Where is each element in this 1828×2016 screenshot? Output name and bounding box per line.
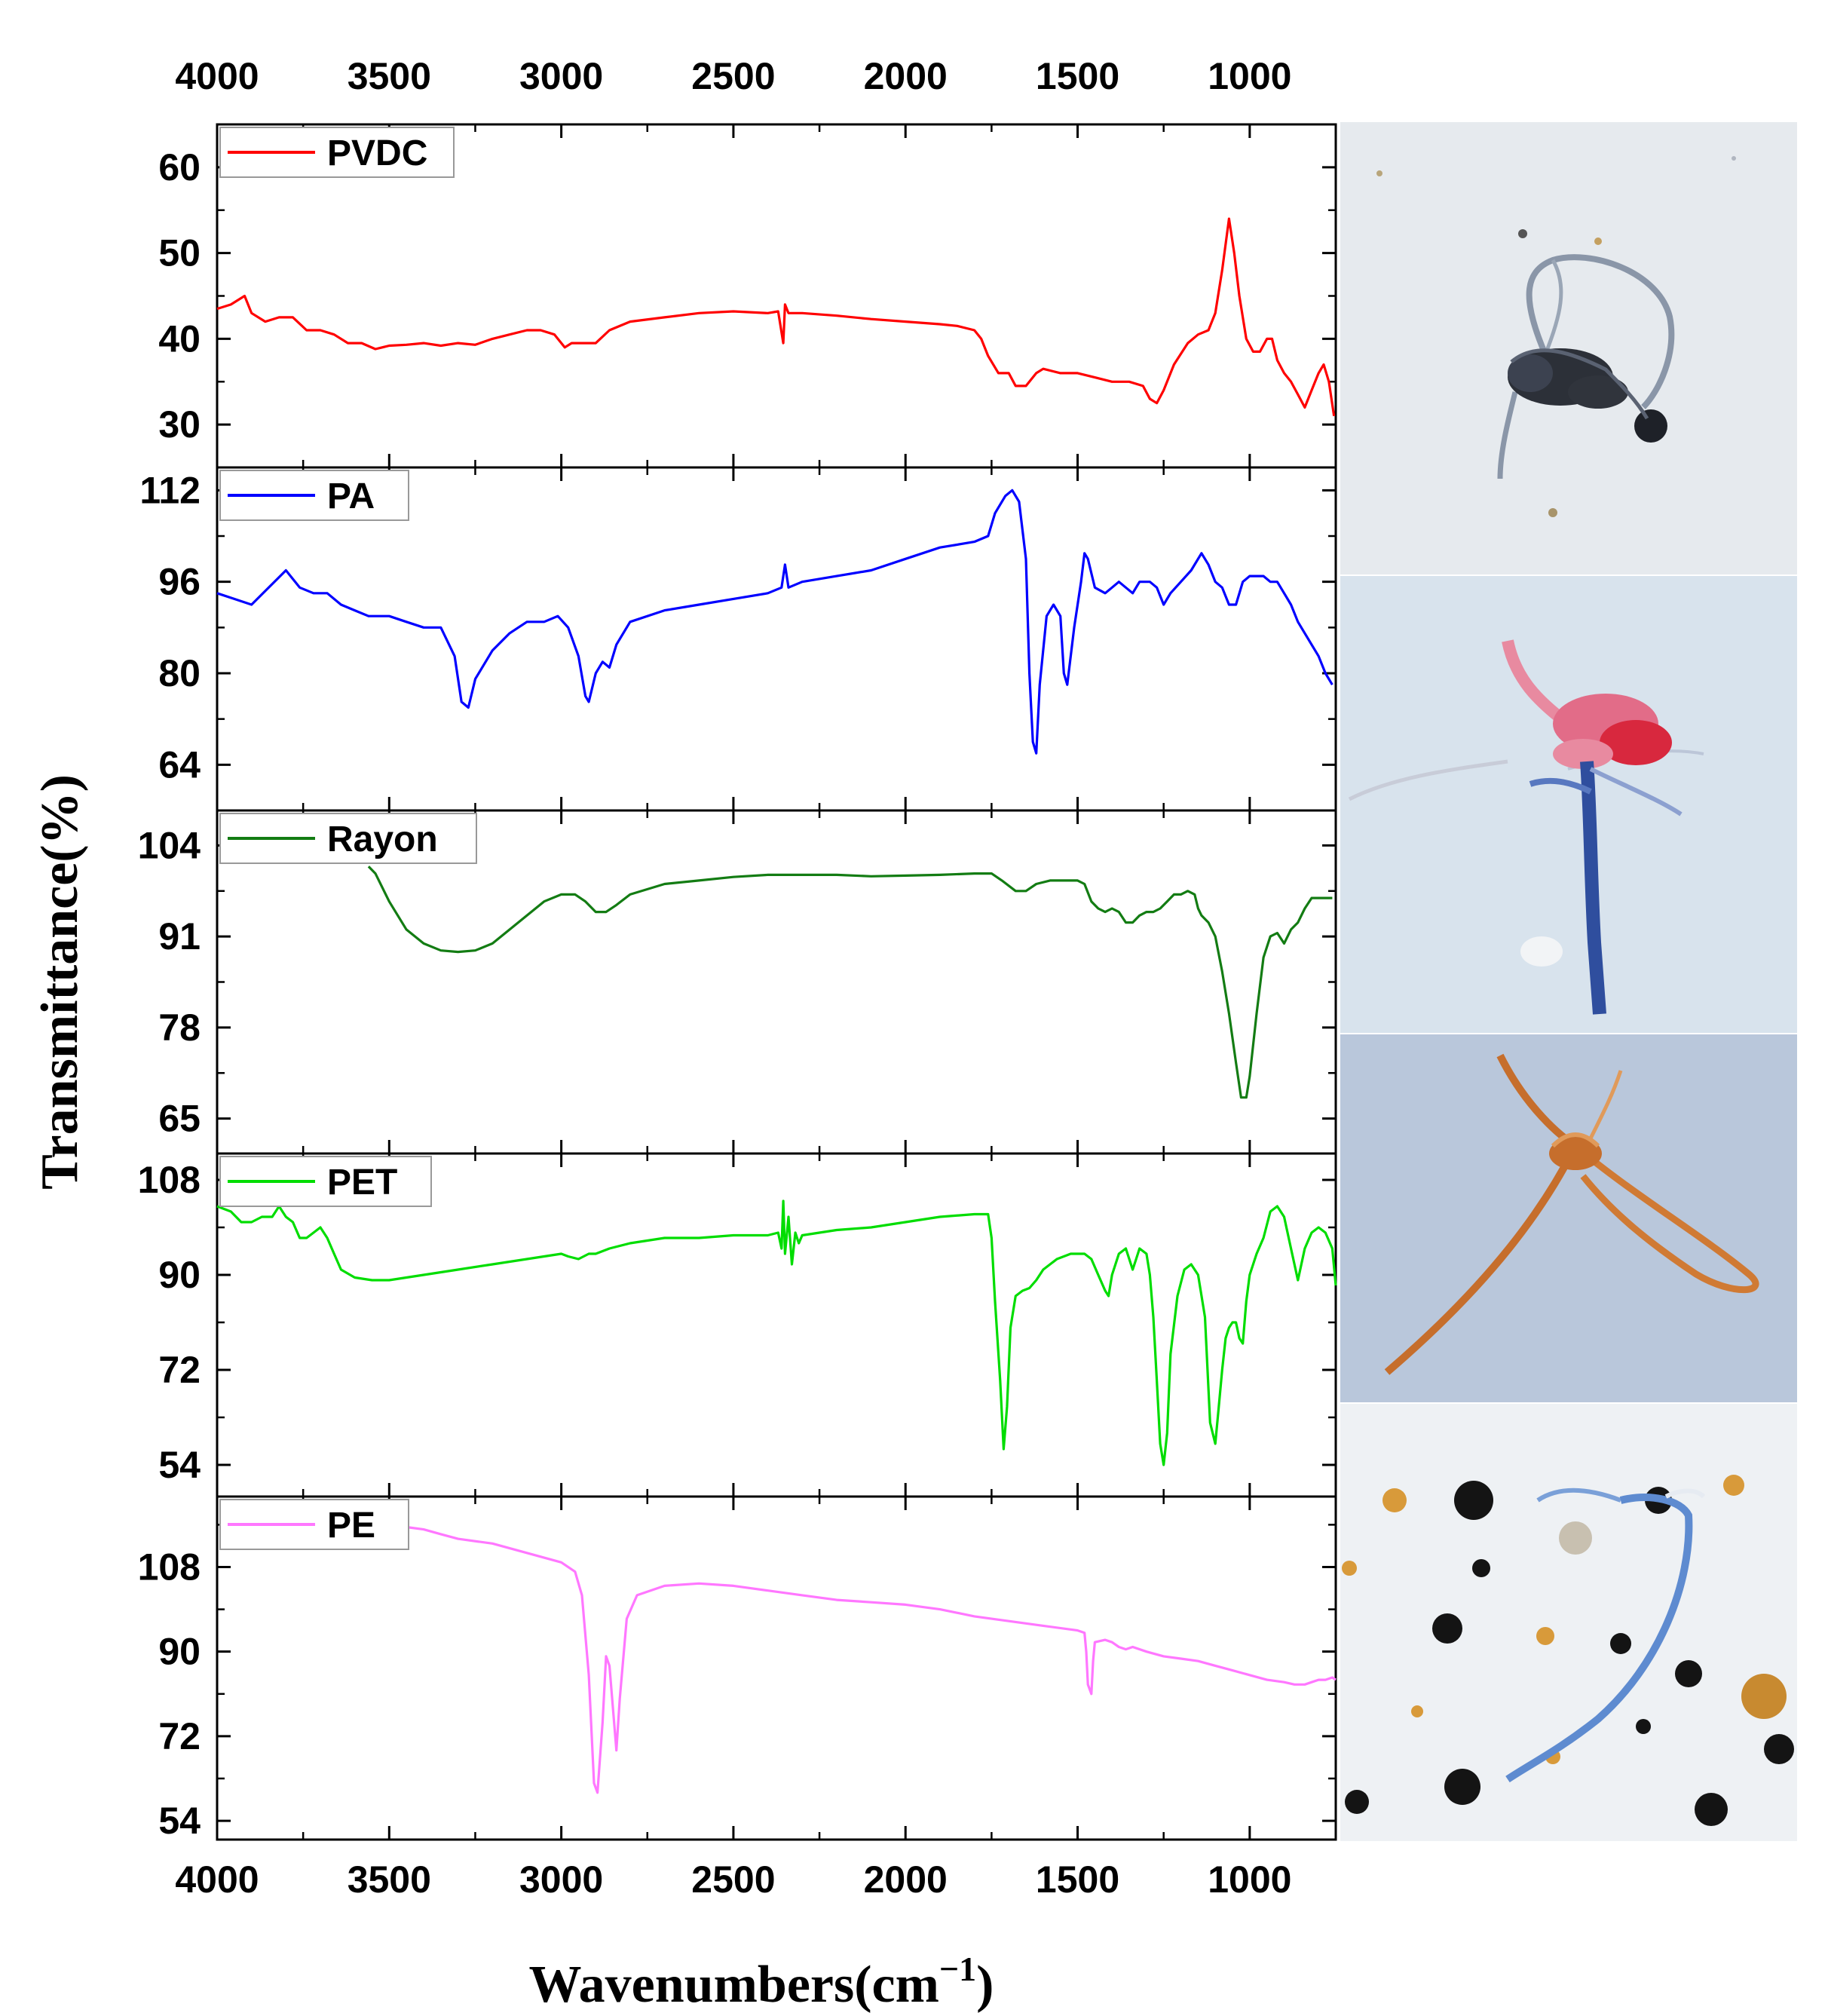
- y-tick-label: 91: [158, 915, 201, 957]
- y-tick-label: 90: [158, 1254, 201, 1296]
- photo-pvdc: [1340, 122, 1797, 574]
- x-tick-label-bottom: 2000: [864, 1858, 948, 1901]
- panel-pe: 54 72 90 108 PE: [138, 1495, 1337, 1842]
- photo-pet: [1340, 1404, 1797, 1841]
- y-tick-label: 104: [138, 824, 201, 866]
- y-tick-label: 60: [158, 146, 201, 188]
- y-tick-label: 80: [158, 652, 201, 694]
- y-tick-label: 72: [158, 1715, 201, 1757]
- y-axis-title: Transmittance(%): [31, 774, 89, 1190]
- x-axis-title: Wavenumbers(cm−1): [529, 1950, 994, 2014]
- panel-pvdc: 30 40 50 60 PVDC: [158, 123, 1337, 469]
- series-line-pvdc: [216, 217, 1336, 417]
- x-tick-label-top: 3000: [519, 55, 603, 97]
- x-tick-label-top: 4000: [175, 55, 259, 97]
- x-tick-label-bottom: 1000: [1208, 1858, 1291, 1901]
- y-tick-label: 108: [138, 1159, 201, 1201]
- series-line-pa: [216, 489, 1333, 755]
- x-tick-label-bottom: 4000: [175, 1858, 259, 1901]
- legend-label: PVDC: [327, 133, 427, 173]
- y-tick-label: 65: [158, 1098, 201, 1140]
- panel-rayon: 65 78 91 104 Rayon: [138, 809, 1337, 1155]
- y-tick-label: 112: [139, 469, 201, 511]
- x-tick-label-top: 3500: [348, 55, 431, 97]
- photo-rayon: [1340, 1034, 1797, 1402]
- y-tick-label: 40: [158, 317, 201, 360]
- x-tick-label-top: 1000: [1208, 55, 1291, 97]
- y-tick-label: 54: [158, 1444, 201, 1486]
- y-tick-label: 30: [158, 403, 201, 446]
- y-tick-label: 72: [158, 1349, 201, 1391]
- series-line-pet: [216, 1199, 1337, 1466]
- x-tick-label-top: 2000: [864, 55, 948, 97]
- panel-pa: 64 80 96 112 PA: [139, 466, 1337, 812]
- panel-frame: [216, 1495, 1337, 1841]
- legend-label: PA: [327, 476, 375, 516]
- x-axis-title-superscript: −1: [939, 1950, 976, 1988]
- y-tick-label: 64: [158, 743, 201, 786]
- y-tick-label: 54: [158, 1800, 201, 1842]
- x-tick-label-bottom: 2500: [691, 1858, 775, 1901]
- y-tick-label: 78: [158, 1006, 201, 1049]
- x-tick-label-top: 1500: [1036, 55, 1119, 97]
- x-axis-title-close: ): [976, 1956, 994, 2014]
- series-line-pe: [389, 1525, 1337, 1794]
- legend-label: PET: [327, 1163, 397, 1203]
- panel-pet: 54 72 90 108 PET: [138, 1152, 1337, 1498]
- y-tick-label: 50: [158, 232, 201, 274]
- legend-label: PE: [327, 1506, 375, 1546]
- sample-photos: [1340, 122, 1797, 1841]
- ftir-chart: 30 40 50 60 PVDC 64 80 96 112 PA 65 78 91 104 Rayon 54 7…: [31, 55, 1337, 2014]
- photo-pa: [1340, 576, 1797, 1033]
- x-axis-title-main: Wavenumbers(cm: [529, 1956, 939, 2014]
- x-tick-label-top: 2500: [691, 55, 775, 97]
- x-tick-label-bottom: 3000: [519, 1858, 603, 1901]
- series-line-rayon: [367, 866, 1333, 1099]
- x-tick-label-bottom: 3500: [348, 1858, 431, 1901]
- x-tick-label-bottom: 1500: [1036, 1858, 1119, 1901]
- legend-label: Rayon: [327, 820, 438, 859]
- y-tick-label: 96: [158, 561, 201, 603]
- y-tick-label: 108: [138, 1546, 201, 1588]
- y-tick-label: 90: [158, 1631, 201, 1673]
